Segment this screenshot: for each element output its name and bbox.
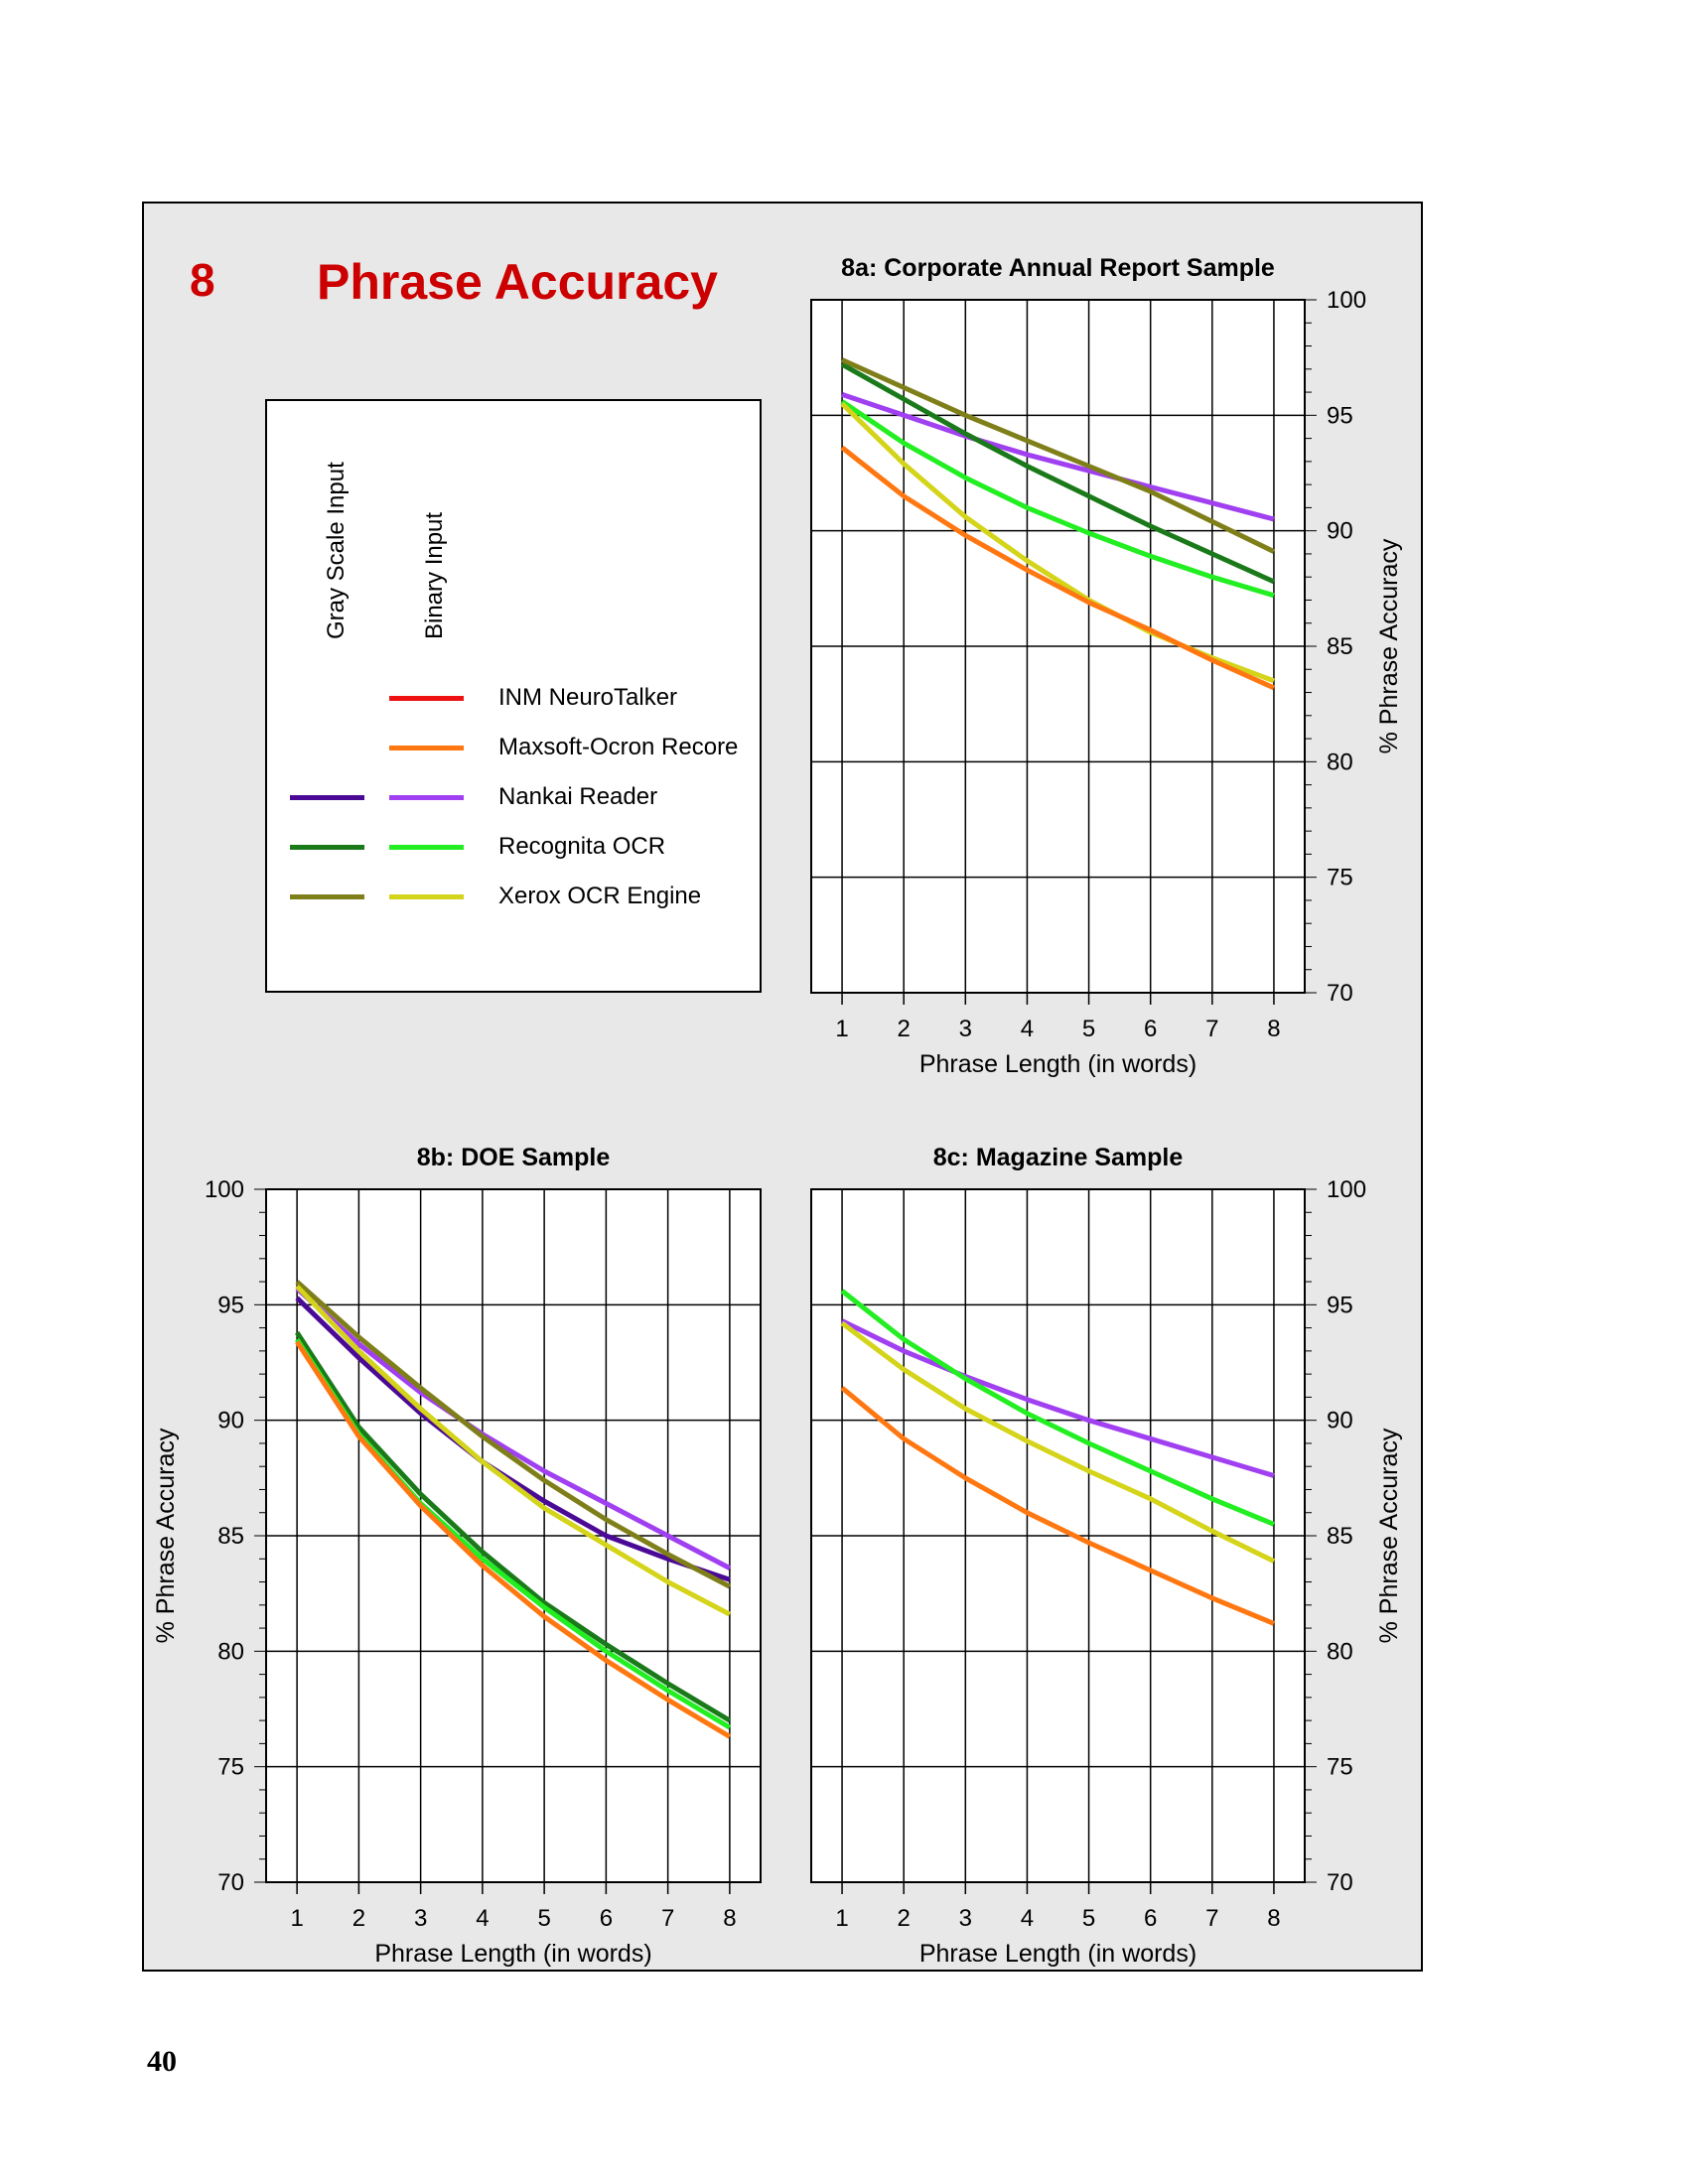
x-tick-label: 1	[835, 1016, 848, 1042]
x-tick-label: 5	[537, 1905, 550, 1932]
x-tick-label: 4	[1021, 1905, 1034, 1932]
y-tick-label: 100	[1327, 287, 1366, 314]
legend-line-nankai-gray	[290, 795, 364, 800]
y-tick-label: 85	[1327, 633, 1353, 660]
y-tick-label: 100	[1327, 1176, 1366, 1203]
legend-line-xerox-binary	[389, 894, 464, 899]
x-tick-label: 8	[1267, 1905, 1280, 1932]
x-tick-label: 3	[959, 1016, 972, 1042]
y-tick-label: 80	[1327, 749, 1353, 775]
y-axis-label: % Phrase Accuracy	[152, 1428, 180, 1643]
y-tick-label: 80	[1327, 1638, 1353, 1665]
series-line	[295, 1287, 732, 1570]
y-tick-label: 75	[1327, 865, 1353, 891]
legend-line-inm-binary	[389, 696, 464, 701]
legend-label-inm: INM NeuroTalker	[498, 684, 678, 711]
section-title: Phrase Accuracy	[317, 254, 718, 310]
x-tick-label: 6	[1144, 1905, 1157, 1932]
series-line	[295, 1280, 732, 1589]
x-axis-label: Phrase Length (in words)	[919, 1050, 1196, 1078]
x-axis-label: Phrase Length (in words)	[919, 1940, 1196, 1968]
x-tick-label: 1	[835, 1905, 848, 1932]
series-line	[841, 357, 1275, 554]
y-tick-label: 75	[1327, 1754, 1353, 1781]
series-line	[295, 1340, 732, 1739]
x-tick-label: 7	[1205, 1016, 1218, 1042]
legend-line-recognita-binary	[389, 845, 464, 850]
legend-box: Gray Scale Input Binary Input INM NeuroT…	[265, 399, 762, 993]
series-line	[295, 1330, 732, 1723]
x-tick-label: 4	[476, 1905, 489, 1932]
x-tick-label: 8	[1267, 1016, 1280, 1042]
y-tick-label: 70	[1327, 980, 1353, 1007]
y-tick-label: 90	[1327, 1408, 1353, 1434]
series-line	[841, 1318, 1275, 1478]
legend-line-xerox-gray	[290, 894, 364, 899]
series-line	[841, 392, 1275, 522]
x-tick-label: 3	[414, 1905, 427, 1932]
y-tick-label: 80	[217, 1638, 244, 1665]
y-tick-label: 70	[217, 1869, 244, 1896]
y-tick-label: 85	[1327, 1523, 1353, 1550]
x-tick-label: 2	[898, 1905, 911, 1932]
x-tick-label: 8	[723, 1905, 736, 1932]
legend-label-xerox: Xerox OCR Engine	[498, 883, 702, 909]
legend-line-maxsoft-binary	[389, 746, 464, 751]
x-tick-label: 7	[1205, 1905, 1218, 1932]
y-tick-label: 90	[217, 1408, 244, 1434]
series-line	[295, 1284, 732, 1617]
y-tick-label: 90	[1327, 518, 1353, 545]
series-line	[840, 361, 1275, 585]
legend-line-recognita-gray	[290, 845, 364, 850]
x-tick-label: 4	[1021, 1016, 1034, 1042]
x-axis-label: Phrase Length (in words)	[374, 1940, 651, 1968]
y-tick-label: 95	[217, 1292, 244, 1318]
y-tick-label: 100	[205, 1176, 244, 1203]
legend-line-nankai-binary	[389, 795, 464, 800]
x-tick-label: 2	[898, 1016, 911, 1042]
series-line	[840, 399, 1275, 599]
x-tick-label: 7	[661, 1905, 674, 1932]
y-tick-label: 85	[217, 1523, 244, 1550]
y-tick-label: 70	[1327, 1869, 1353, 1896]
y-axis-label: % Phrase Accuracy	[1375, 1428, 1403, 1643]
x-tick-label: 2	[352, 1905, 365, 1932]
series-line	[840, 1386, 1275, 1626]
legend-label-maxsoft: Maxsoft-Ocron Recore	[498, 734, 739, 760]
x-tick-label: 6	[600, 1905, 613, 1932]
series-line	[295, 1296, 731, 1582]
x-tick-label: 3	[959, 1905, 972, 1932]
section-number: 8	[190, 254, 215, 306]
y-axis-label: % Phrase Accuracy	[1375, 538, 1403, 753]
chart-title: 8a: Corporate Annual Report Sample	[841, 254, 1275, 282]
page-number: 40	[147, 2045, 177, 2078]
series-line	[840, 445, 1275, 691]
y-tick-label: 95	[1327, 1292, 1353, 1318]
chart-8b: 1 2 3 4 5 6 7 8 70 75 80 85 90 95 100 Phrase Length (in…	[152, 1144, 762, 1968]
x-tick-label: 5	[1082, 1016, 1095, 1042]
x-tick-label: 6	[1144, 1016, 1157, 1042]
x-tick-label: 1	[290, 1905, 303, 1932]
chart-title: 8b: DOE Sample	[417, 1144, 611, 1171]
legend-label-recognita: Recognita OCR	[498, 833, 666, 860]
chart-8c: 1 2 3 4 5 6 7 8 70 75 80 85 90 95 100 Phrase Length (in…	[810, 1144, 1403, 1968]
chart-8a: 1 2 3 4 5 6 7 8 70 75 80 85 90 95 100 Phrase Length (in…	[810, 254, 1403, 1078]
x-tick-label: 5	[1082, 1905, 1095, 1932]
legend-label-nankai: Nankai Reader	[498, 783, 658, 810]
chart-title: 8c: Magazine Sample	[933, 1144, 1184, 1171]
y-tick-label: 95	[1327, 402, 1353, 429]
series-line	[840, 1289, 1275, 1527]
y-tick-label: 75	[217, 1754, 244, 1781]
series-line	[840, 1320, 1275, 1564]
